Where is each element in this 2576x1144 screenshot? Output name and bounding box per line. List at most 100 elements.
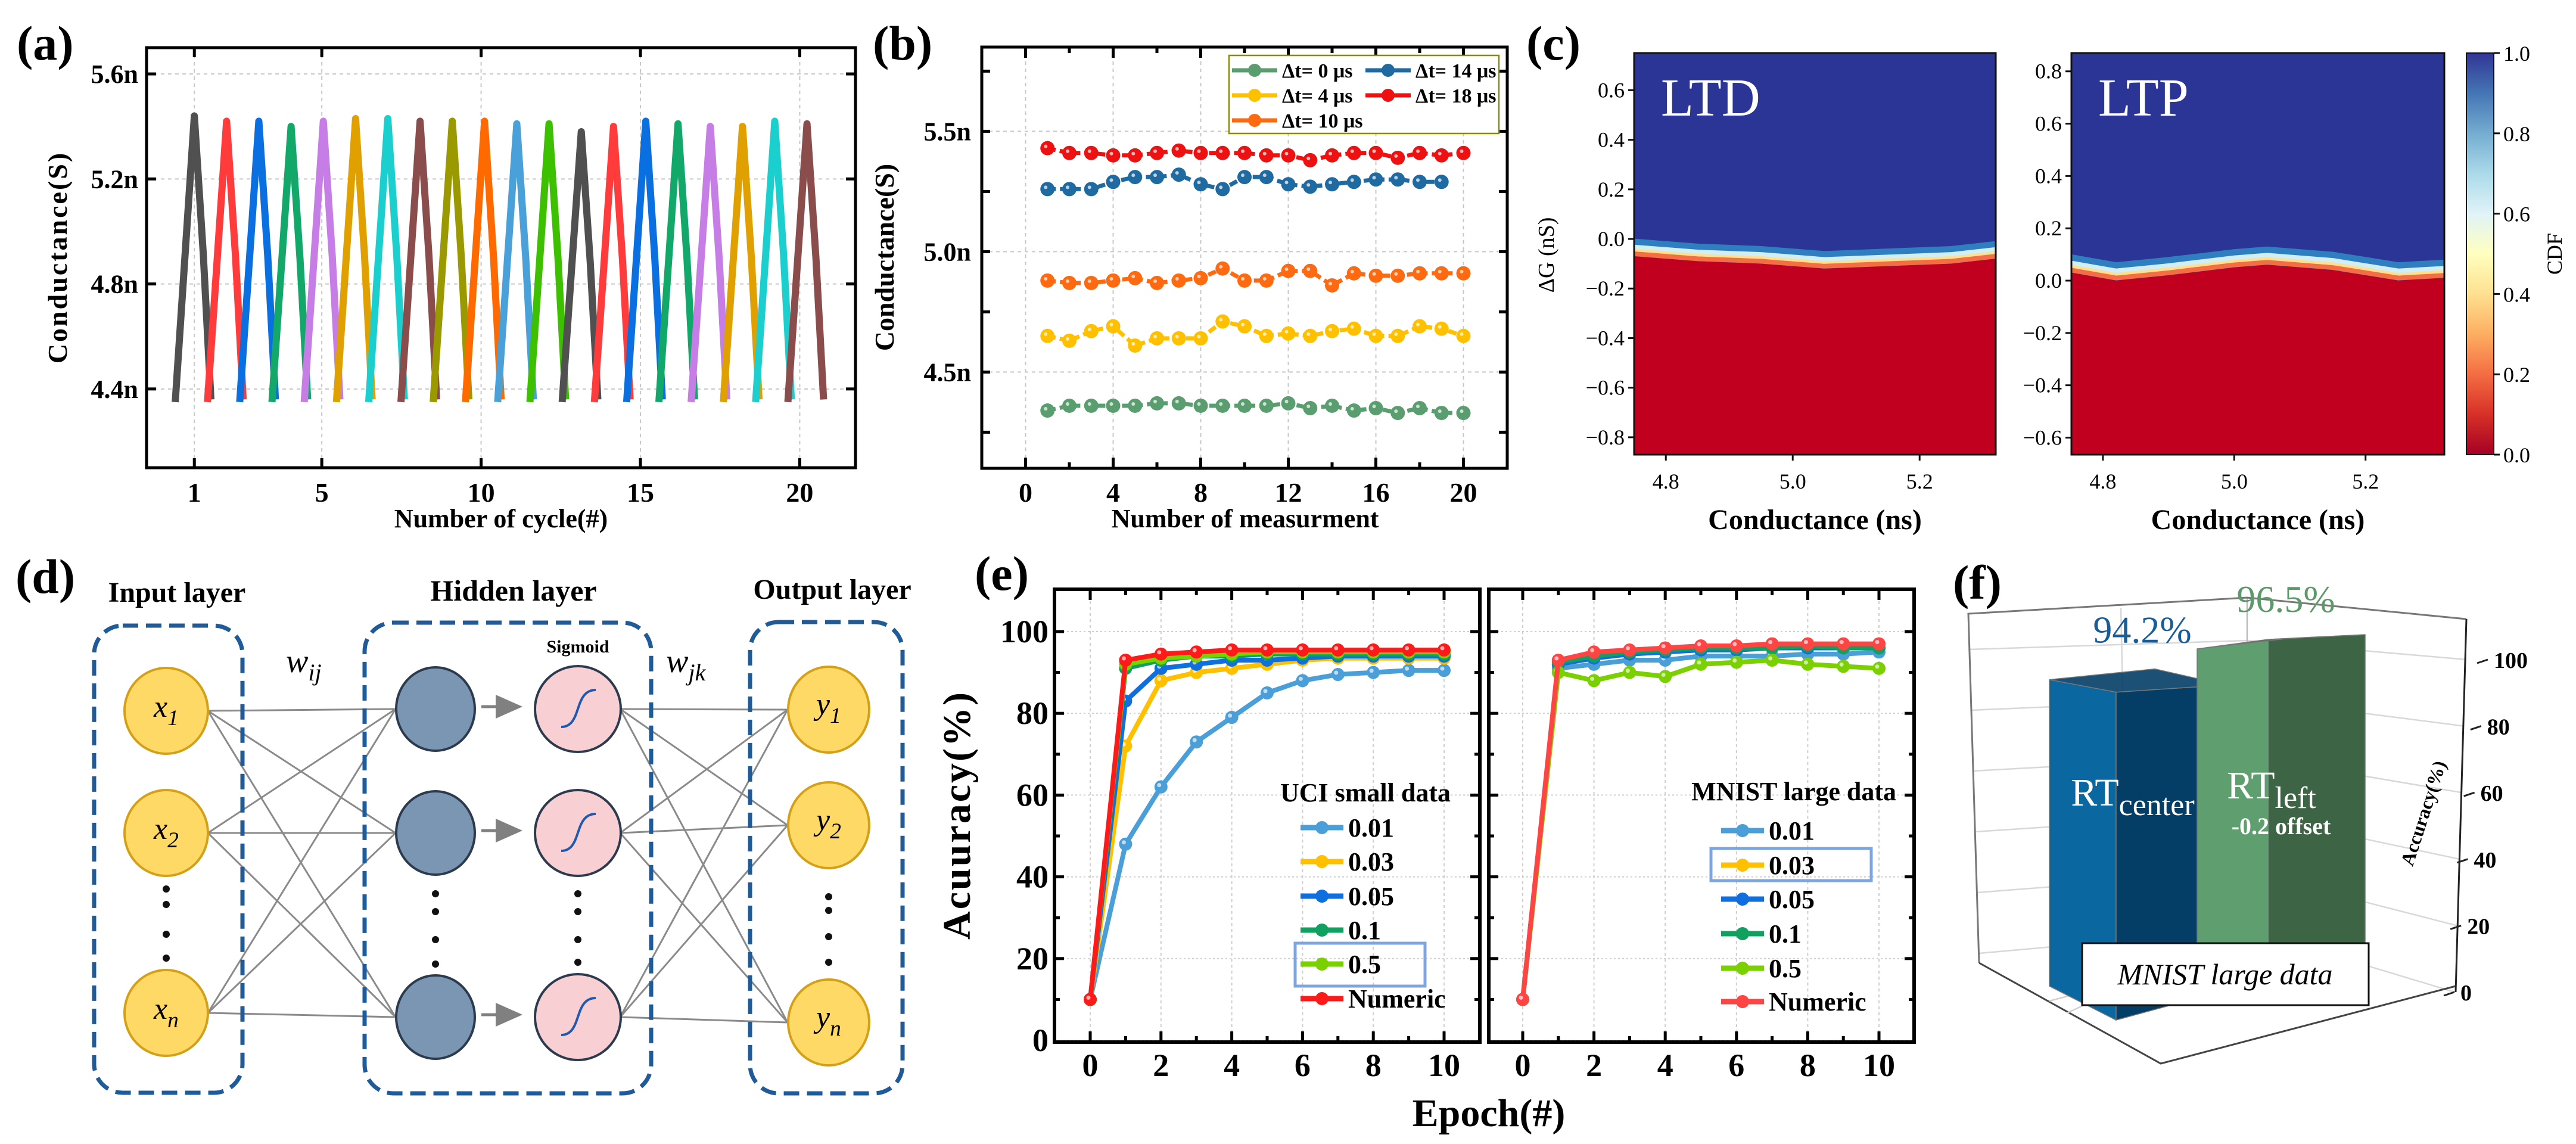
point-highlight [1590, 676, 1595, 681]
data-point [1150, 331, 1164, 346]
x-tick-label: 5 [315, 477, 329, 508]
bar-value-label: 96.5% [2236, 578, 2335, 620]
data-point [1346, 403, 1361, 418]
data-point [1390, 328, 1405, 343]
cycle-trace-1 [172, 112, 215, 403]
x-axis-title: Epoch(#) [1413, 1092, 1566, 1135]
data-point [1367, 666, 1380, 679]
data-point [1402, 643, 1415, 657]
data-point [1765, 637, 1779, 651]
point-highlight [1219, 318, 1223, 322]
weight-edge [207, 708, 396, 712]
cycle-trace-20 [784, 120, 827, 403]
data-point [1261, 686, 1274, 700]
point-highlight [1109, 402, 1113, 406]
point-highlight [1350, 407, 1354, 411]
colorbar-gradient [2466, 52, 2494, 455]
z-tick [2470, 725, 2482, 731]
data-point [1325, 148, 1339, 163]
y-tick-label: 80 [1016, 695, 1049, 731]
data-point [1171, 143, 1186, 158]
panel-label-a: (a) [17, 16, 74, 70]
legend-label: 0.5 [1769, 954, 1802, 983]
cycle-trace-8 [397, 117, 440, 403]
point-highlight [1219, 402, 1223, 406]
subplot-title: LTD [1661, 69, 1760, 128]
point-highlight [1157, 650, 1162, 655]
point-highlight [1241, 322, 1245, 327]
input-node-label: xn [153, 992, 179, 1033]
point-highlight [1228, 713, 1233, 718]
panel-f-3d-bar-chart: (f)020406080100Accuracy(%)94.2%RTcenter9… [1953, 555, 2528, 1065]
data-point [1215, 398, 1230, 413]
data-point [1171, 331, 1186, 346]
hidden-node [395, 790, 476, 876]
point-highlight [1329, 281, 1332, 285]
data-point [1215, 145, 1230, 160]
point-highlight [1306, 332, 1311, 336]
point-highlight [1350, 325, 1354, 329]
point-highlight [1394, 154, 1398, 158]
point-highlight [1416, 178, 1420, 182]
data-point [1551, 654, 1565, 667]
data-point [1281, 148, 1296, 163]
input-node-label: x1 [153, 690, 179, 730]
series-line [1520, 645, 1879, 1000]
cycle-trace-14 [590, 123, 634, 403]
x-tick-label: 10 [1863, 1047, 1895, 1083]
data-point [1154, 780, 1168, 794]
cycle-trace-4 [268, 123, 312, 403]
data-point [1106, 148, 1121, 163]
y-tick-label: −0.8 [1586, 425, 1625, 449]
data-point [1516, 993, 1529, 1006]
transition-band [2071, 253, 2445, 274]
z-tick-label: 100 [2494, 648, 2528, 673]
base: y [813, 688, 830, 722]
data-point [1413, 145, 1427, 160]
data-point [1259, 398, 1274, 413]
point-highlight [1369, 646, 1374, 651]
y-tick-label: 4.8n [91, 270, 138, 299]
point-highlight [1284, 399, 1289, 403]
data-point [1390, 150, 1405, 165]
transition-band [1634, 251, 1996, 269]
data-point [1402, 664, 1415, 677]
subscript: 1 [830, 704, 841, 728]
point-highlight [1329, 402, 1332, 406]
hidden-node [395, 974, 476, 1060]
point-highlight [1086, 995, 1091, 1000]
cycle-trace-13 [558, 128, 602, 403]
data-point [1040, 141, 1055, 156]
transition-band [2070, 246, 2445, 272]
data-point [1215, 314, 1230, 329]
ellipsis-dot [163, 955, 170, 962]
data-point [1694, 639, 1707, 653]
y-axis-title: Conductance(S) [869, 164, 900, 351]
base: x [153, 690, 167, 724]
data-point [1368, 401, 1383, 415]
point-highlight [1087, 327, 1091, 331]
z-tick [2450, 924, 2462, 930]
data-point [1729, 639, 1743, 653]
panel-label-e: (e) [975, 546, 1029, 601]
y-tick-label: 0.4 [2035, 164, 2062, 188]
legend-marker [1382, 64, 1395, 77]
x-tick-label: 8 [1365, 1047, 1382, 1083]
input-layer-box [92, 623, 245, 1095]
legend-marker [1736, 824, 1749, 837]
x-tick-label: 4 [1224, 1047, 1240, 1083]
legend-label: 0.5 [1348, 950, 1381, 979]
legend-marker [1315, 821, 1329, 834]
data-point [1837, 637, 1850, 651]
point-highlight [1192, 738, 1197, 742]
y-tick-label: −0.2 [2023, 321, 2062, 345]
floor-outline [1978, 962, 2456, 1065]
ellipsis-dot [825, 933, 832, 940]
data-point [1346, 321, 1361, 336]
x-axis-title: Number of cycle(#) [394, 504, 608, 533]
data-point [1325, 177, 1339, 192]
accuracy-subplot-2: 0 2 4 6 8 10 MNIST large data 0.01 0.03 0.05 0.1 0.… [1487, 587, 1916, 1083]
legend-label: 0.1 [1769, 919, 1802, 949]
bar-left: 96.5% RTleft-0.2 offset [2197, 578, 2366, 975]
weight-edge [619, 709, 789, 1018]
